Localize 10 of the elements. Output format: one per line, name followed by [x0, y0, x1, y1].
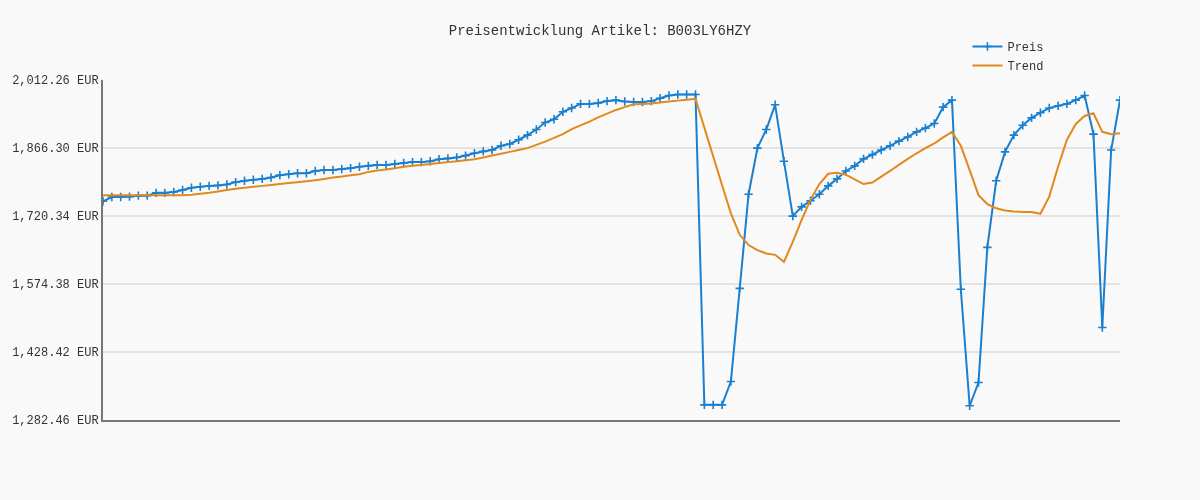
y-tick-label: 1,720.34 EUR — [12, 210, 99, 225]
y-tick-label: 1,574.38 EUR — [12, 278, 99, 293]
y-tick-label: 1,282.46 EUR — [12, 414, 99, 429]
line-series — [103, 97, 1120, 263]
legend-label: Preis — [1007, 41, 1044, 56]
y-tick-label: 1,428.42 EUR — [12, 346, 99, 361]
chart-title: Preisentwicklung Artikel: B003LY6HZY — [448, 22, 752, 39]
y-tick-label: 2,012.26 EUR — [12, 74, 99, 89]
y-tick-label: 1,866.30 EUR — [12, 142, 99, 157]
legend-label: Trend — [1007, 60, 1044, 75]
